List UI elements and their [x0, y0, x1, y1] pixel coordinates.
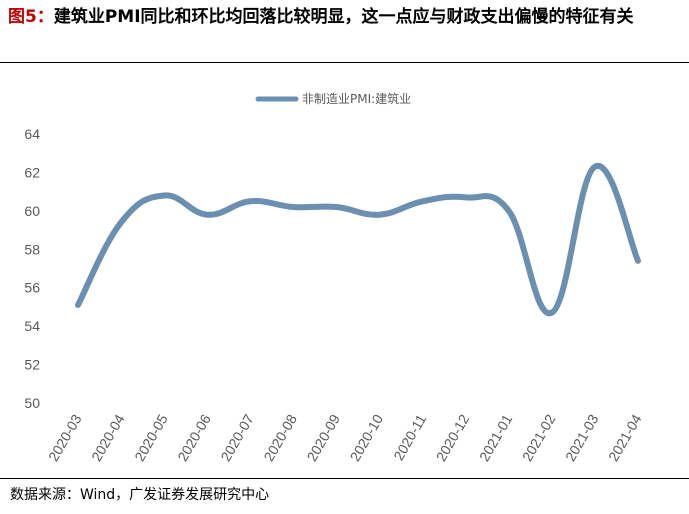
source-note: 数据来源：Wind，广发证券发展研究中心	[10, 487, 270, 503]
x-tick-label: 2021-02	[519, 411, 559, 464]
x-tick-label: 2021-04	[605, 411, 645, 464]
y-tick-label: 62	[24, 164, 40, 180]
legend-label: 非制造业PMI:建筑业	[302, 91, 411, 106]
figure-label: 图5：	[8, 7, 54, 27]
legend: 非制造业PMI:建筑业	[255, 91, 411, 106]
x-axis: 2020-03 2020-04 2020-05 2020-06 2020-07 2020-…	[45, 411, 645, 464]
x-tick-label: 2020-11	[390, 411, 429, 463]
bottom-rule	[0, 478, 689, 479]
x-tick-label: 2020-12	[433, 411, 473, 464]
data-point	[118, 219, 124, 225]
y-tick-label: 54	[24, 318, 40, 334]
data-point	[290, 204, 296, 210]
y-axis: 50 52 54 56 58 60 62 64	[24, 126, 40, 411]
x-tick-label: 2021-03	[562, 411, 602, 464]
series-line	[75, 163, 641, 316]
x-tick-label: 2020-07	[217, 411, 257, 464]
data-point	[75, 302, 81, 308]
data-point	[377, 212, 383, 218]
x-tick-label: 2020-03	[45, 411, 85, 464]
y-tick-label: 56	[24, 280, 40, 296]
data-point	[463, 194, 469, 200]
x-tick-label: 2020-05	[131, 411, 171, 464]
data-point	[506, 208, 512, 214]
data-point	[549, 310, 555, 316]
data-point	[635, 258, 641, 264]
data-point	[161, 192, 167, 198]
top-rule	[0, 62, 689, 63]
y-tick-label: 58	[24, 241, 40, 257]
data-point	[247, 198, 253, 204]
y-tick-label: 64	[24, 126, 40, 142]
x-tick-label: 2020-04	[88, 411, 128, 464]
y-tick-label: 60	[24, 203, 40, 219]
data-point	[420, 198, 426, 204]
data-point	[592, 164, 598, 170]
x-tick-label: 2020-08	[260, 411, 300, 464]
x-tick-label: 2020-10	[347, 411, 387, 464]
y-tick-label: 52	[24, 357, 40, 373]
data-point	[204, 212, 210, 218]
title-text: 建筑业PMI同比和环比均回落比较明显，这一点应与财政支出偏慢的特征有关	[53, 7, 634, 27]
x-tick-label: 2020-09	[304, 411, 344, 464]
y-tick-label: 50	[24, 395, 40, 411]
x-tick-label: 2020-06	[174, 411, 214, 464]
chart-title: 图5：建筑业PMI同比和环比均回落比较明显，这一点应与财政支出偏慢的特征有关	[8, 4, 684, 30]
x-tick-label: 2021-01	[476, 411, 516, 464]
data-point	[333, 204, 339, 210]
